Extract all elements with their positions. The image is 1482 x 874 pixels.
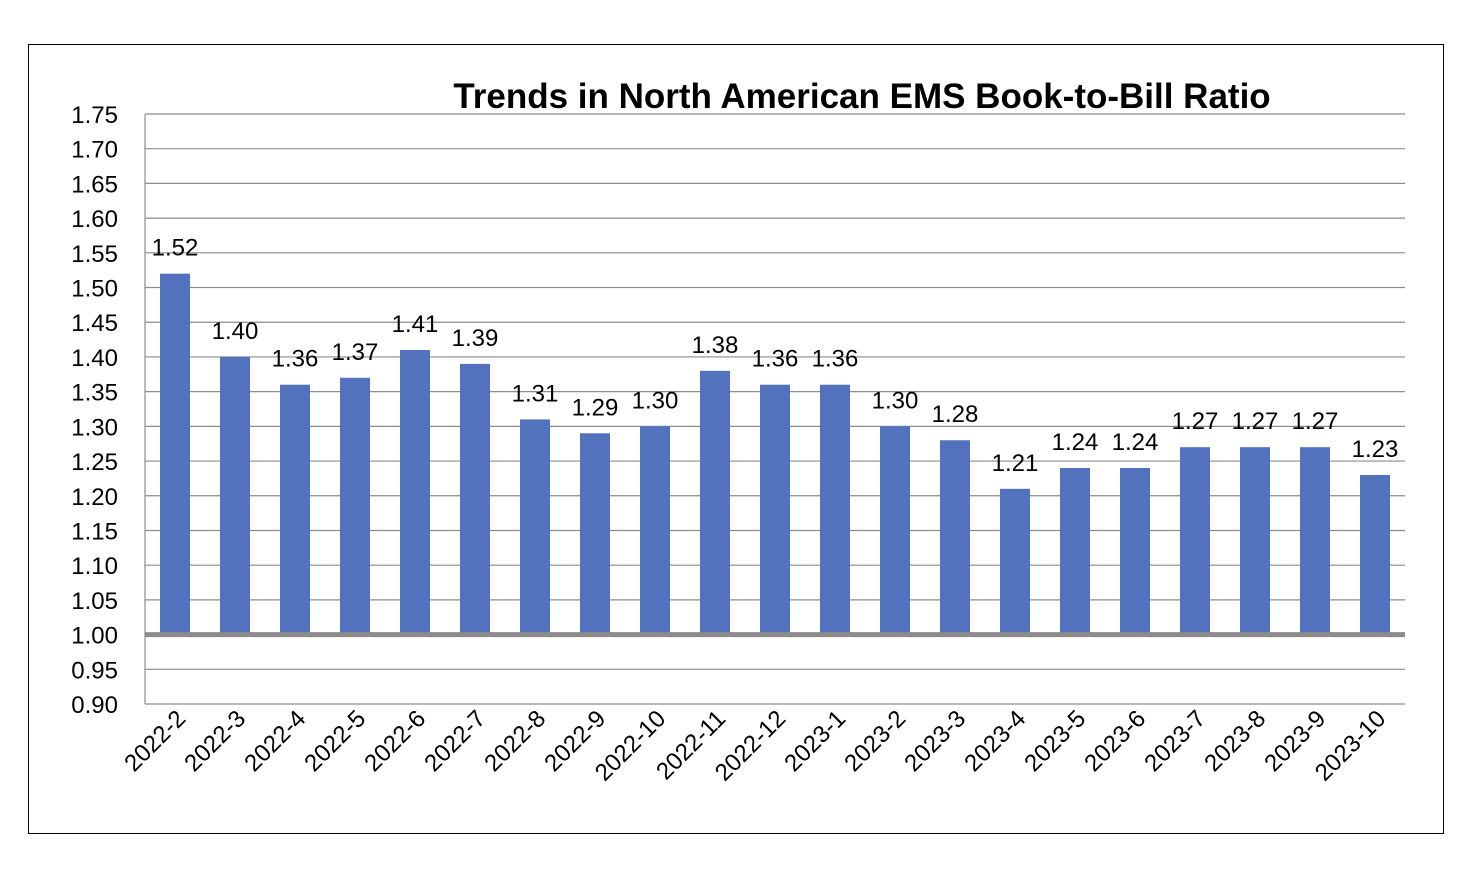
y-tick-label: 1.55 [71,241,118,268]
x-axis-ticks: 2022-22022-32022-42022-52022-62022-72022… [119,705,1391,786]
chart-title: Trends in North American EMS Book-to-Bil… [453,77,1270,116]
data-label: 1.27 [1172,408,1219,435]
chart-frame [28,44,1444,834]
x-tick-label: 2023-7 [1139,705,1211,777]
data-label: 1.24 [1112,429,1159,456]
y-tick-label: 1.35 [71,380,118,407]
y-tick-label: 1.05 [71,588,118,615]
y-tick-label: 1.45 [71,310,118,337]
x-tick-label: 2023-8 [1199,705,1271,777]
x-tick-label: 2023-5 [1019,705,1091,777]
x-tick-label: 2022-5 [299,705,371,777]
y-axis-ticks: 0.90 0.95 1.00 1.05 1.10 1.15 1.20 1.25 1.30 1.35… [71,102,118,719]
bar [520,419,550,635]
y-tick-label: 1.70 [71,137,118,164]
bar [580,433,610,635]
bar [640,426,670,635]
y-tick-label: 1.65 [71,171,118,198]
x-tick-label: 2023-4 [959,705,1031,777]
y-tick-label: 1.00 [71,623,118,650]
x-tick-label: 2022-6 [359,705,431,777]
x-tick-label: 2023-1 [779,705,851,777]
bar [400,350,430,635]
data-label: 1.39 [452,325,499,352]
y-tick-label: 1.30 [71,414,118,441]
data-label: 1.30 [872,387,919,414]
x-tick-label: 2023-6 [1079,705,1151,777]
y-tick-label: 0.95 [71,657,118,684]
bar [1360,474,1390,635]
data-label: 1.36 [752,346,799,373]
bar [880,426,910,635]
bar [160,273,190,635]
data-label: 1.40 [212,318,259,345]
y-tick-label: 1.50 [71,276,118,303]
data-label: 1.37 [332,339,379,366]
data-label: 1.52 [152,235,199,262]
y-tick-label: 1.25 [71,449,118,476]
bar [280,384,310,635]
y-tick-label: 0.90 [71,692,118,719]
data-label: 1.38 [692,332,739,359]
data-label: 1.30 [632,387,679,414]
bar [1240,447,1270,635]
bar [460,363,490,635]
data-label: 1.36 [812,346,859,373]
y-tick-label: 1.10 [71,553,118,580]
data-label: 1.21 [992,450,1039,477]
data-label: 1.36 [272,346,319,373]
y-tick-label: 1.75 [71,102,118,129]
data-label: 1.41 [392,311,439,338]
bar [1120,468,1150,635]
data-label: 1.24 [1052,429,1099,456]
bar [1000,488,1030,635]
x-tick-label: 2023-3 [899,705,971,777]
y-tick-label: 1.20 [71,484,118,511]
x-tick-label: 2022-4 [239,705,311,777]
data-label: 1.27 [1232,408,1279,435]
bar [340,377,370,635]
y-tick-label: 1.40 [71,345,118,372]
data-label: 1.28 [932,401,979,428]
bar [1300,447,1330,635]
bar [940,440,970,635]
x-tick-label: 2022-7 [419,705,491,777]
data-labels: 1.52 1.40 1.36 1.37 1.41 1.39 1.31 1.29 1.30 1.38… [152,235,1399,477]
bar [220,356,250,635]
x-tick-label: 2022-8 [479,705,551,777]
bar [820,384,850,635]
bar [760,384,790,635]
bars [160,273,1390,635]
data-label: 1.27 [1292,408,1339,435]
x-tick-label: 2022-2 [119,705,191,777]
x-tick-label: 2023-2 [839,705,911,777]
data-label: 1.29 [572,394,619,421]
bar [700,370,730,635]
y-tick-label: 1.15 [71,518,118,545]
data-label: 1.23 [1352,436,1399,463]
x-tick-label: 2022-3 [179,705,251,777]
y-tick-label: 1.60 [71,206,118,233]
bar [1180,447,1210,635]
data-label: 1.31 [512,380,559,407]
bar [1060,468,1090,635]
